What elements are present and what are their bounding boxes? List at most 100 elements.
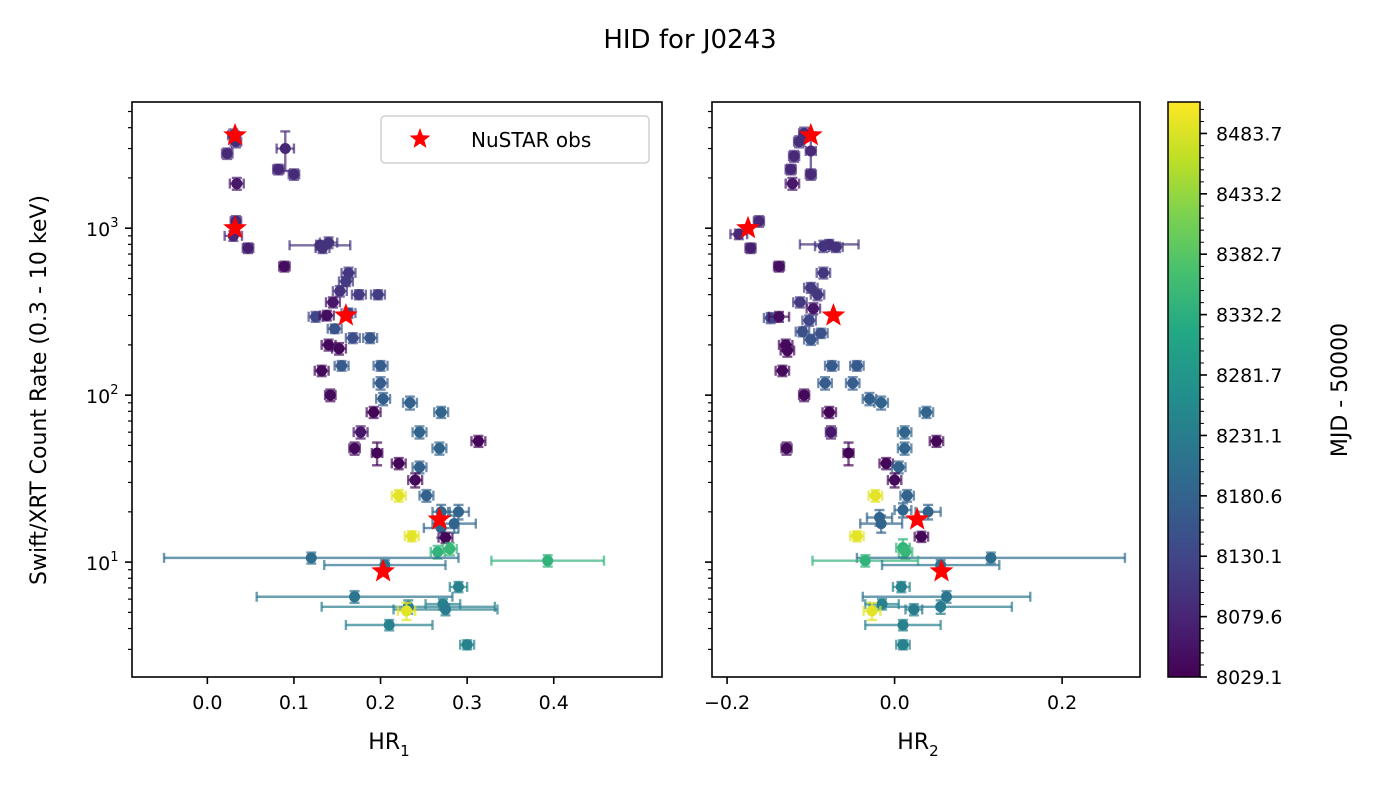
point-marker [435, 406, 447, 418]
axes-frame [131, 101, 663, 678]
data-point [792, 135, 806, 149]
data-point [804, 168, 818, 181]
point-marker [876, 598, 888, 610]
point-marker [393, 490, 405, 502]
data-point [433, 405, 450, 420]
data-point [794, 326, 811, 338]
data-point [162, 551, 460, 565]
x-tick-label: 0.2 [1047, 692, 1077, 714]
data-point [344, 331, 361, 345]
point-marker [288, 168, 300, 180]
data-point [861, 391, 878, 407]
data-point [331, 284, 348, 298]
colorbar-tick-label: 8281.7 [1216, 365, 1282, 387]
point-marker [343, 267, 355, 279]
point-marker [368, 406, 380, 418]
data-point [370, 441, 384, 467]
data-point [873, 395, 890, 411]
data-point [278, 260, 291, 273]
data-point [867, 488, 884, 503]
data-point [372, 359, 389, 372]
data-point [348, 441, 361, 456]
point-marker [781, 442, 793, 454]
data-point [375, 391, 392, 407]
point-marker [377, 393, 389, 405]
point-marker [830, 241, 842, 253]
point-marker [542, 555, 554, 567]
point-marker [349, 591, 361, 603]
data-point [437, 531, 454, 545]
y-tick-exponent: 3 [110, 216, 118, 231]
data-point [896, 441, 913, 456]
colorbar-tick-label: 8483.7 [1216, 123, 1282, 145]
point-marker [922, 506, 934, 518]
point-marker [920, 406, 932, 418]
nustar-star-marker [821, 302, 846, 326]
data-point [459, 639, 476, 651]
point-marker [336, 360, 348, 372]
data-point [855, 551, 1127, 565]
point-marker [745, 242, 757, 254]
data-point [913, 530, 930, 544]
point-marker [915, 531, 927, 543]
data-point [744, 242, 757, 255]
point-marker [803, 314, 815, 326]
colorbar-tick-label: 8130.1 [1216, 546, 1282, 568]
point-marker [409, 474, 421, 486]
point-marker [773, 260, 785, 272]
data-point [431, 441, 448, 456]
point-marker [899, 546, 911, 558]
data-point [390, 456, 407, 471]
point-marker [843, 447, 855, 459]
point-marker [935, 601, 947, 613]
point-marker [798, 389, 810, 401]
point-marker [897, 639, 909, 651]
data-point [313, 364, 330, 378]
legend-label: NuSTAR obs [471, 128, 591, 152]
point-marker [866, 605, 878, 617]
data-point [801, 314, 818, 328]
x-tick-label: −0.2 [704, 692, 750, 714]
data-point [350, 289, 368, 301]
point-marker [851, 530, 863, 542]
point-marker [875, 397, 887, 409]
point-marker [231, 178, 243, 190]
data-point [403, 530, 420, 543]
data-point [241, 242, 255, 255]
point-marker [794, 296, 806, 308]
point-marker [807, 303, 819, 315]
chart-title: HID for J0243 [603, 25, 776, 55]
point-marker [776, 365, 788, 377]
point-marker [825, 426, 837, 438]
nustar-star-marker [905, 506, 930, 530]
legend: NuSTAR obs [380, 115, 650, 164]
point-marker [420, 490, 432, 502]
point-marker [930, 435, 942, 447]
point-marker [773, 311, 785, 323]
data-point [344, 618, 434, 632]
point-marker [875, 518, 887, 530]
point-marker [414, 461, 426, 473]
data-point [220, 147, 234, 161]
data-point [337, 275, 355, 288]
point-marker [355, 426, 367, 438]
data-point [859, 514, 904, 534]
data-point [362, 331, 379, 345]
point-marker [221, 148, 233, 160]
point-marker [817, 267, 829, 279]
data-point [842, 441, 855, 467]
data-point [864, 618, 942, 632]
data-point [895, 639, 911, 651]
point-marker [340, 275, 352, 287]
data-point [787, 149, 801, 163]
nustar-star-marker [798, 122, 823, 146]
data-point [848, 530, 865, 543]
data-point [448, 580, 469, 594]
data-point [324, 296, 342, 309]
point-marker [895, 581, 907, 593]
data-point [271, 163, 285, 176]
data-point [828, 241, 844, 254]
point-marker [321, 309, 333, 321]
point-marker [869, 490, 881, 502]
